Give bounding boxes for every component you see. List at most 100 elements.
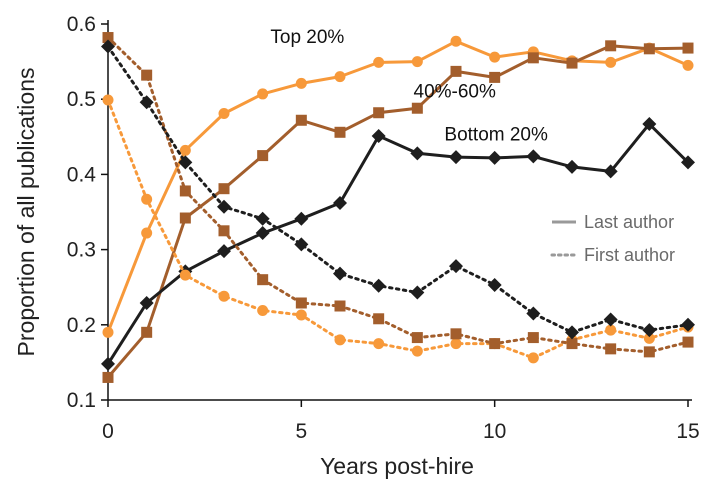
data-point-top-20-last-author [141, 227, 153, 239]
data-point-top-20-first-author [450, 338, 462, 350]
data-point-top-20-first-author [605, 324, 617, 336]
x-tick-label: 10 [483, 420, 506, 443]
data-point-40-60-first-author [605, 343, 617, 355]
data-point-40-60-first-author [295, 297, 307, 309]
data-point-bottom-20-last-author [681, 155, 695, 170]
data-point-40-60-first-author [489, 338, 501, 350]
data-point-bottom-20-first-author [101, 39, 115, 54]
data-point-bottom-20-last-author [217, 244, 231, 259]
data-point-top-20-last-author [489, 51, 501, 63]
data-point-bottom-20-first-author [565, 325, 579, 340]
data-point-40-60-last-author [334, 126, 346, 138]
data-point-40-60-first-author [450, 328, 462, 340]
data-point-top-20-first-author [141, 193, 153, 205]
annotation-top-20: Top 20% [270, 27, 344, 48]
data-point-top-20-last-author [179, 144, 191, 156]
annotation-40-60: 40%-60% [414, 82, 496, 103]
data-point-bottom-20-last-author [565, 159, 579, 174]
data-point-40-60-last-author [257, 150, 269, 162]
y-tick-label: 0.1 [67, 389, 96, 412]
data-point-40-60-first-author [141, 69, 153, 81]
data-point-bottom-20-first-author [526, 306, 541, 321]
data-point-40-60-last-author [411, 102, 423, 114]
data-point-top-20-first-author [334, 334, 346, 346]
data-point-top-20-last-author [605, 56, 617, 68]
data-point-bottom-20-first-author [681, 317, 695, 332]
data-point-top-20-last-author [257, 88, 269, 100]
data-point-bottom-20-last-author [255, 226, 270, 241]
data-point-40-60-first-author [411, 332, 423, 344]
data-point-40-60-first-author [179, 185, 191, 197]
data-point-40-60-last-author [682, 42, 694, 54]
data-point-bottom-20-first-author [487, 277, 502, 292]
axes: 0.1 0.2 0.3 0.4 0.5 0.6 0 5 10 15 [67, 13, 700, 443]
data-point-bottom-20-last-author [294, 211, 309, 226]
x-tick-label: 0 [102, 420, 114, 443]
legend-label-last-author: Last author [584, 212, 674, 232]
y-axis-title: Proportion of all publications [13, 68, 39, 357]
y-tick-label: 0.4 [67, 163, 97, 186]
data-point-top-20-last-author [102, 326, 114, 338]
data-point-top-20-first-author [295, 309, 307, 321]
data-point-bottom-20-last-author [139, 295, 154, 310]
data-point-top-20-first-author [527, 352, 539, 364]
series-40-60-first-author [102, 32, 694, 358]
data-point-bottom-20-last-author [526, 149, 541, 164]
data-point-bottom-20-first-author [333, 266, 347, 281]
data-point-bottom-20-first-author [178, 155, 193, 170]
data-point-bottom-20-first-author [217, 199, 231, 214]
data-point-40-60-last-author [450, 65, 462, 77]
series-line-top-20-first-author [106, 98, 690, 360]
legend-label-first-author: First author [584, 245, 675, 265]
data-point-bottom-20-first-author [255, 211, 270, 226]
data-point-top-20-last-author [373, 56, 385, 68]
series-layer [101, 32, 695, 383]
data-point-top-20-last-author [295, 77, 307, 89]
data-point-bottom-20-last-author [642, 117, 657, 132]
data-point-bottom-20-last-author [371, 129, 386, 144]
series-40-60-last-author [102, 40, 694, 383]
series-bottom-20-first-author [101, 39, 695, 340]
x-tick-label: 5 [295, 420, 307, 443]
legend: Last author First author [550, 212, 675, 265]
data-point-bottom-20-first-author [642, 323, 657, 338]
series-line-bottom-20-last-author [106, 122, 690, 365]
data-point-top-20-first-author [218, 290, 230, 302]
x-axis-title: Years post-hire [320, 453, 474, 479]
series-line-top-20-last-author [106, 39, 689, 333]
data-point-40-60-first-author [218, 225, 230, 237]
data-point-top-20-first-author [257, 305, 269, 317]
data-point-bottom-20-last-author [449, 150, 463, 165]
data-point-bottom-20-last-author [333, 195, 347, 210]
data-point-40-60-last-author [218, 183, 230, 195]
data-point-40-60-first-author [334, 300, 346, 312]
data-point-40-60-first-author [102, 32, 114, 44]
x-tick-label: 15 [676, 420, 699, 443]
data-point-40-60-last-author [566, 57, 578, 69]
data-point-40-60-last-author [373, 107, 385, 119]
data-point-bottom-20-first-author [410, 285, 425, 300]
series-top-20-last-author [102, 35, 694, 338]
data-point-top-20-first-author [373, 338, 385, 350]
data-point-top-20-last-author [450, 35, 462, 47]
data-point-40-60-last-author [179, 212, 191, 224]
data-point-bottom-20-first-author [449, 259, 463, 274]
data-point-40-60-last-author [295, 114, 307, 126]
series-line-40-60-last-author [106, 44, 689, 379]
data-point-40-60-last-author [527, 52, 539, 64]
data-point-40-60-last-author [605, 40, 617, 52]
data-point-bottom-20-last-author [101, 356, 115, 371]
data-point-bottom-20-first-author [294, 237, 309, 252]
data-point-40-60-last-author [489, 71, 501, 83]
data-point-bottom-20-first-author [139, 95, 154, 110]
data-point-40-60-last-author [102, 371, 114, 383]
series-line-40-60-first-author [106, 36, 690, 354]
data-point-bottom-20-first-author [603, 312, 618, 327]
data-point-40-60-first-author [643, 346, 655, 358]
data-point-top-20-last-author [334, 71, 346, 83]
data-point-40-60-last-author [141, 326, 153, 338]
data-point-40-60-first-author [566, 338, 578, 350]
y-tick-label: 0.2 [67, 314, 96, 337]
data-point-top-20-first-author [102, 94, 114, 106]
